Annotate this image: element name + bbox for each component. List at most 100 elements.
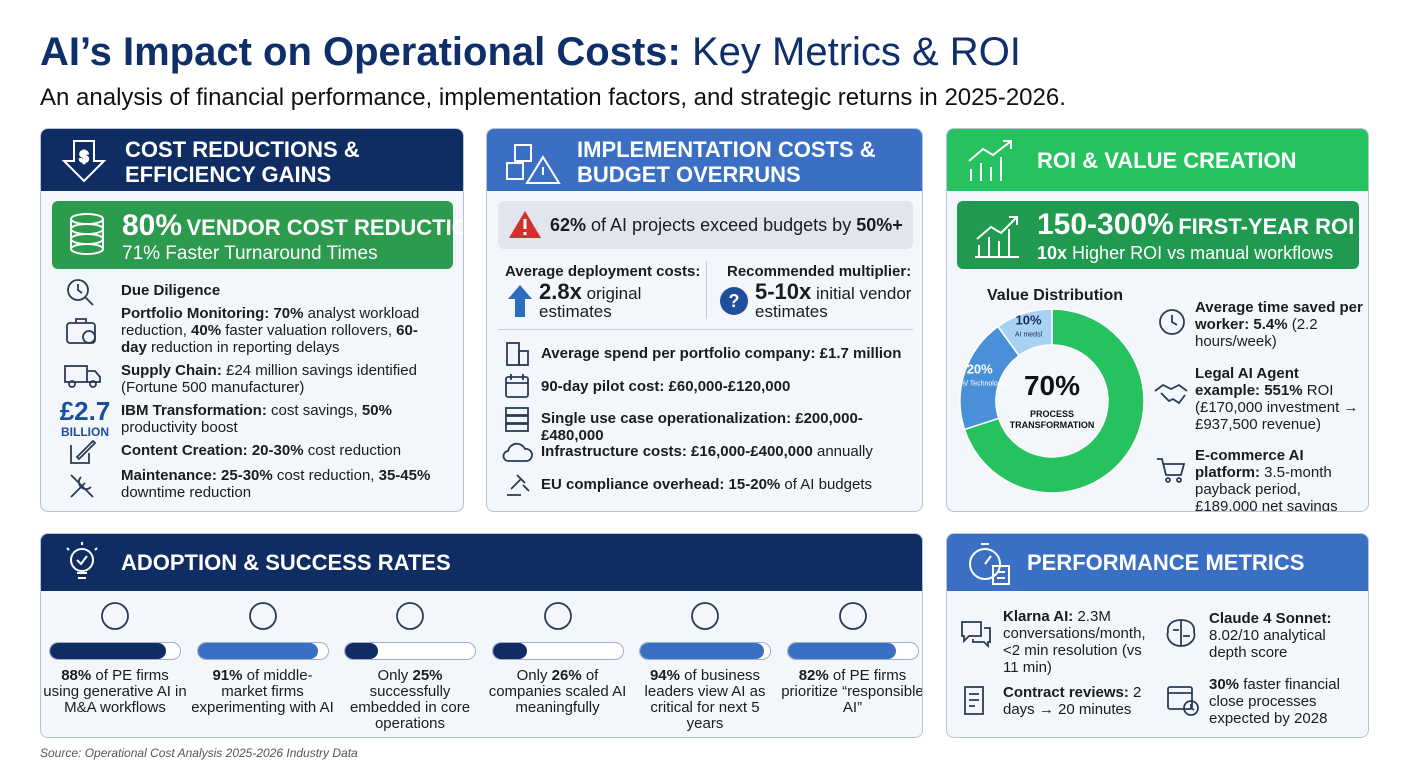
text-run: E-commerce AI platform: <box>1195 447 1304 481</box>
adoption-text: 94% of business leaders view AI as criti… <box>633 668 777 732</box>
text-run: annually <box>812 443 873 460</box>
text-run: Average spend per portfolio company: £1.… <box>541 345 902 362</box>
value-label: 91% <box>212 667 243 684</box>
text-run: Klarna AI: <box>1003 608 1074 625</box>
progress-track <box>491 642 624 660</box>
donut-title: Value Distribution <box>987 287 1124 304</box>
adoption-text: 88% of PE firms using generative AI in M… <box>43 668 187 716</box>
text-run: downtime reduction <box>121 484 252 501</box>
subtitle: An analysis of financial performance, im… <box>40 84 1066 111</box>
big-label: VENDOR COST REDUCTION <box>186 215 464 240</box>
question-icon: ? <box>720 287 748 315</box>
text-run: 35-45% <box>378 467 431 484</box>
stat-text: original estimates <box>539 284 642 321</box>
prefix: Only <box>516 667 548 684</box>
progress-track <box>49 642 181 660</box>
text-run: Legal AI Agent example: <box>1195 365 1299 399</box>
label-part: TRANSFORMATION <box>1010 420 1095 430</box>
progress-track <box>196 642 329 660</box>
icon <box>101 602 129 630</box>
icon <box>502 442 533 462</box>
description: of companies scaled AI meaningfully <box>488 667 627 716</box>
svg-text:$: $ <box>80 149 89 166</box>
donut-chart: 70% PROCESS TRANSFORMATION 20% Sys/ Technolo… <box>957 308 1145 494</box>
icon: $ <box>61 140 107 183</box>
text-run: 8.02/10 analytical depth score <box>1209 627 1326 661</box>
roi-panel: ROI & VALUE CREATION 150-300% FIRST-YEAR… <box>946 128 1369 512</box>
icon <box>70 474 94 498</box>
divider <box>498 329 913 330</box>
icon <box>1157 458 1186 483</box>
list-item: Legal AI Agent example: 551% ROI (£170,0… <box>1195 365 1367 433</box>
icon <box>67 279 94 306</box>
text-run: EU compliance overhead: 15-20% <box>541 476 781 493</box>
icon-shape <box>396 602 424 630</box>
text-run: 2 days → 20 minutes <box>1003 684 1142 718</box>
segment-value: 20% <box>967 362 993 377</box>
icon <box>1159 309 1185 335</box>
prefix: Only <box>377 667 409 684</box>
icon <box>969 543 1010 585</box>
list-item: Portfolio Monitoring: 70% analyst worklo… <box>121 305 441 356</box>
icon <box>506 342 529 366</box>
stat: 5-10x initial vendor estimates <box>755 281 915 321</box>
text-run: cost reduction, <box>272 467 379 484</box>
text-run: cost reduction <box>303 442 402 459</box>
text-run: 551% <box>1264 382 1303 399</box>
text-run: reduction in reporting delays <box>146 339 340 356</box>
text-run: Maintenance: 25-30% <box>121 467 273 484</box>
adoption-text: Only 25% successfully embedded in core o… <box>338 668 482 732</box>
progress-track <box>786 642 919 660</box>
list-item: Due Diligence <box>121 282 441 299</box>
icon <box>961 621 991 649</box>
list-item: Supply Chain: £24 million savings identi… <box>121 362 441 396</box>
icon <box>70 213 104 255</box>
icon <box>248 602 277 630</box>
adoption-text: Only 26% of companies scaled AI meaningf… <box>486 668 630 716</box>
badge-unit: BILLION <box>61 425 109 439</box>
stat-label: Recommended multiplier: <box>727 263 912 280</box>
icon <box>505 374 529 398</box>
icon <box>70 439 97 464</box>
text-run: 3.5-month payback period, £189,000 net s… <box>1195 464 1338 512</box>
icon <box>543 602 572 630</box>
text-run: of AI projects exceed budgets by <box>586 215 857 235</box>
text-run: £24 million savings identified (Fortune … <box>121 362 417 396</box>
title: AI’s Impact on Operational Costs: Key Me… <box>40 30 1021 75</box>
performance-panel: PERFORMANCE METRICS Klarna AI: 2.3M conv… <box>946 533 1369 738</box>
big-number: 80% <box>122 209 183 242</box>
progress-bar <box>50 643 167 659</box>
description: of PE firms using generative AI in M&A w… <box>43 667 187 716</box>
up-arrow <box>508 285 532 317</box>
panel-header: IMPLEMENTATION COSTS & BUDGET OVERRUNS <box>487 129 922 191</box>
icon <box>396 602 424 630</box>
description: of business leaders view AI as critical … <box>644 667 766 732</box>
text-run: ROI (£170,000 investment → £937,500 reve… <box>1195 382 1359 433</box>
text-run: 50% <box>361 402 392 419</box>
stat-big: 5-10x <box>755 279 812 304</box>
list-item: Average time saved per worker: 5.4% (2.2… <box>1195 299 1367 350</box>
text-run: 90-day pilot cost: £60,000-£120,000 <box>541 378 791 395</box>
text-run: (2.2 hours/week) <box>1195 316 1318 350</box>
list-item: Contract reviews: 2 days → 20 minutes <box>1003 684 1153 718</box>
icon-shape <box>248 602 277 630</box>
text-run: Higher ROI vs manual workflows <box>1067 243 1334 263</box>
value-label: 26% <box>551 667 582 684</box>
panel-title: PERFORMANCE METRICS <box>1027 550 1305 575</box>
adoption-panel: ADOPTION & SUCCESS RATES 88% of PE firms… <box>40 533 923 738</box>
description: of PE firms prioritize “responsible AI” <box>781 667 923 716</box>
text-run: Content Creation: 20-30% <box>121 442 304 459</box>
icon <box>505 407 529 432</box>
panel-title: ADOPTION & SUCCESS RATES <box>121 550 451 575</box>
icon <box>66 542 98 579</box>
panel-title: COST REDUCTIONS & EFFICIENCY GAINS <box>125 137 360 187</box>
icon <box>691 602 719 630</box>
text-run: IBM Transformation: <box>121 402 267 419</box>
list-item: Maintenance: 25-30% cost reduction, 35-4… <box>121 467 441 501</box>
list-item: EU compliance overhead: 15-20% of AI bud… <box>541 476 872 493</box>
adoption-text: 91% of middle-market firms experimenting… <box>191 668 335 716</box>
description: of middle-market firms experimenting wit… <box>191 667 334 716</box>
source: Source: Operational Cost Analysis 2025-2… <box>40 746 358 760</box>
icon <box>1166 619 1196 647</box>
list-item: IBM Transformation: cost savings, 50% pr… <box>121 402 421 436</box>
